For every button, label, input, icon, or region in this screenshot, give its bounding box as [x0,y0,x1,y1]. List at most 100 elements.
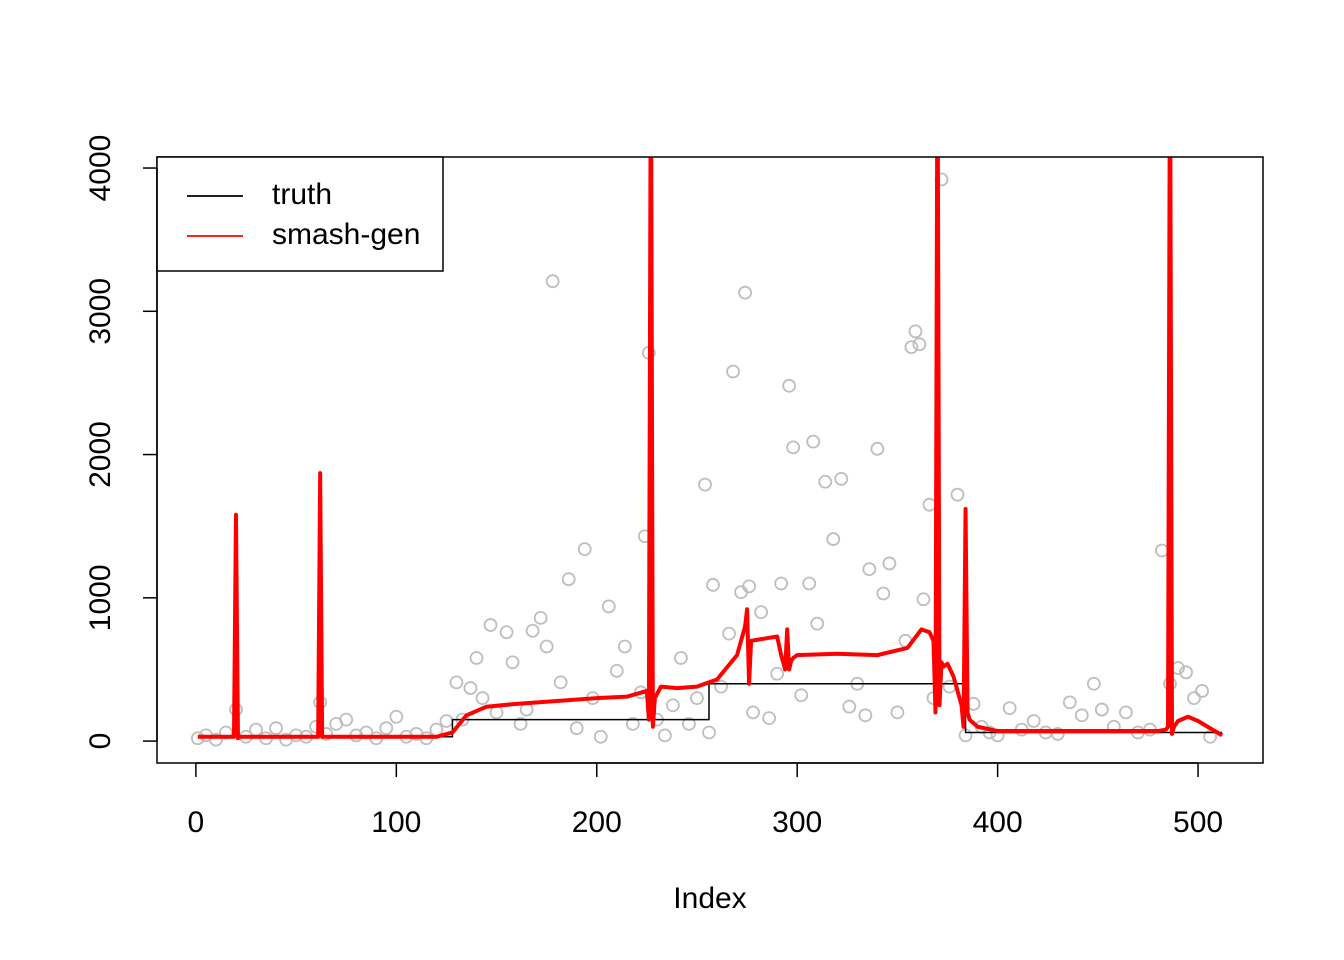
data-point [1094,702,1109,717]
data-point [904,340,919,355]
x-axis-label: Index [673,882,746,915]
data-point [908,324,923,339]
data-point [774,576,789,591]
data-point [698,477,712,492]
data-point [609,663,624,678]
data-point [858,708,873,723]
data-point [469,651,484,665]
data-point [1026,714,1041,728]
legend-label: truth [272,178,332,211]
data-point [666,698,680,713]
data-point [770,666,785,681]
data-point [339,712,354,727]
data-point [726,364,740,379]
data-point [545,274,560,289]
data-point [702,725,716,740]
data-point [950,487,965,502]
y-tick-label: 0 [84,733,117,750]
y-tick-label: 1000 [84,564,117,631]
data-point [862,562,877,577]
data-point [625,716,640,731]
data-point [786,440,801,455]
data-point [706,578,720,592]
series-line [197,683,1223,738]
data-point [782,378,797,393]
data-point [1187,691,1201,706]
plot-area [190,0,1224,747]
data-point [802,576,817,591]
data-point [489,705,504,720]
data-point [912,337,927,352]
data-point [539,639,554,654]
series-line [197,157,1224,741]
data-point [209,732,223,747]
data-point [499,625,514,640]
x-tick-label: 400 [973,806,1023,839]
data-point [738,285,752,300]
data-point [842,699,857,714]
y-tick-label: 3000 [84,278,117,345]
data-point [876,586,891,601]
y-tick-label: 2000 [84,421,117,488]
data-point [890,705,905,720]
data-point [1074,708,1089,723]
data-point [870,441,885,456]
data-point [505,655,520,670]
data-point [810,616,825,631]
data-point [658,728,672,743]
data-point [714,679,728,694]
data-point [617,639,632,654]
data-point [533,610,548,625]
data-point [674,651,688,665]
data-point [1155,543,1169,558]
x-tick-label: 0 [188,806,205,839]
data-point [690,691,704,706]
data-point [379,721,394,736]
data-point [577,542,592,557]
data-point [834,472,849,486]
data-point [746,705,760,720]
legend-label: smash-gen [272,218,420,251]
data-point [722,626,736,641]
data-point [1062,695,1077,710]
x-tick-label: 200 [572,806,622,839]
data-point [882,556,897,571]
data-point [569,721,584,736]
data-point [754,605,769,620]
data-point [1179,665,1193,680]
data-point [593,729,608,744]
data-point [389,709,404,724]
data-point [269,721,283,736]
data-point [916,592,931,607]
data-point [1195,684,1209,698]
data-point [826,532,841,546]
data-point [601,599,616,614]
y-tick-label: 4000 [84,135,117,202]
x-tick-label: 500 [1173,806,1223,839]
data-point [475,691,490,706]
data-point [483,618,498,632]
data-point [742,579,756,594]
data-point [1086,676,1101,691]
data-point [682,716,696,731]
data-point [463,681,478,695]
data-point [1002,701,1017,716]
data-point [1203,729,1217,744]
data-point [439,714,454,728]
data-point [806,434,821,449]
data-point [762,711,777,726]
data-point [818,474,833,489]
data-point [249,722,263,737]
data-point [513,716,528,731]
legend-box [156,156,444,272]
data-point [449,675,464,690]
data-point [561,572,576,587]
data-point [525,623,540,638]
data-point [794,688,809,703]
data-point [553,675,568,690]
data-point [922,497,937,512]
x-tick-label: 100 [371,806,421,839]
data-point [1212,0,1224,6]
